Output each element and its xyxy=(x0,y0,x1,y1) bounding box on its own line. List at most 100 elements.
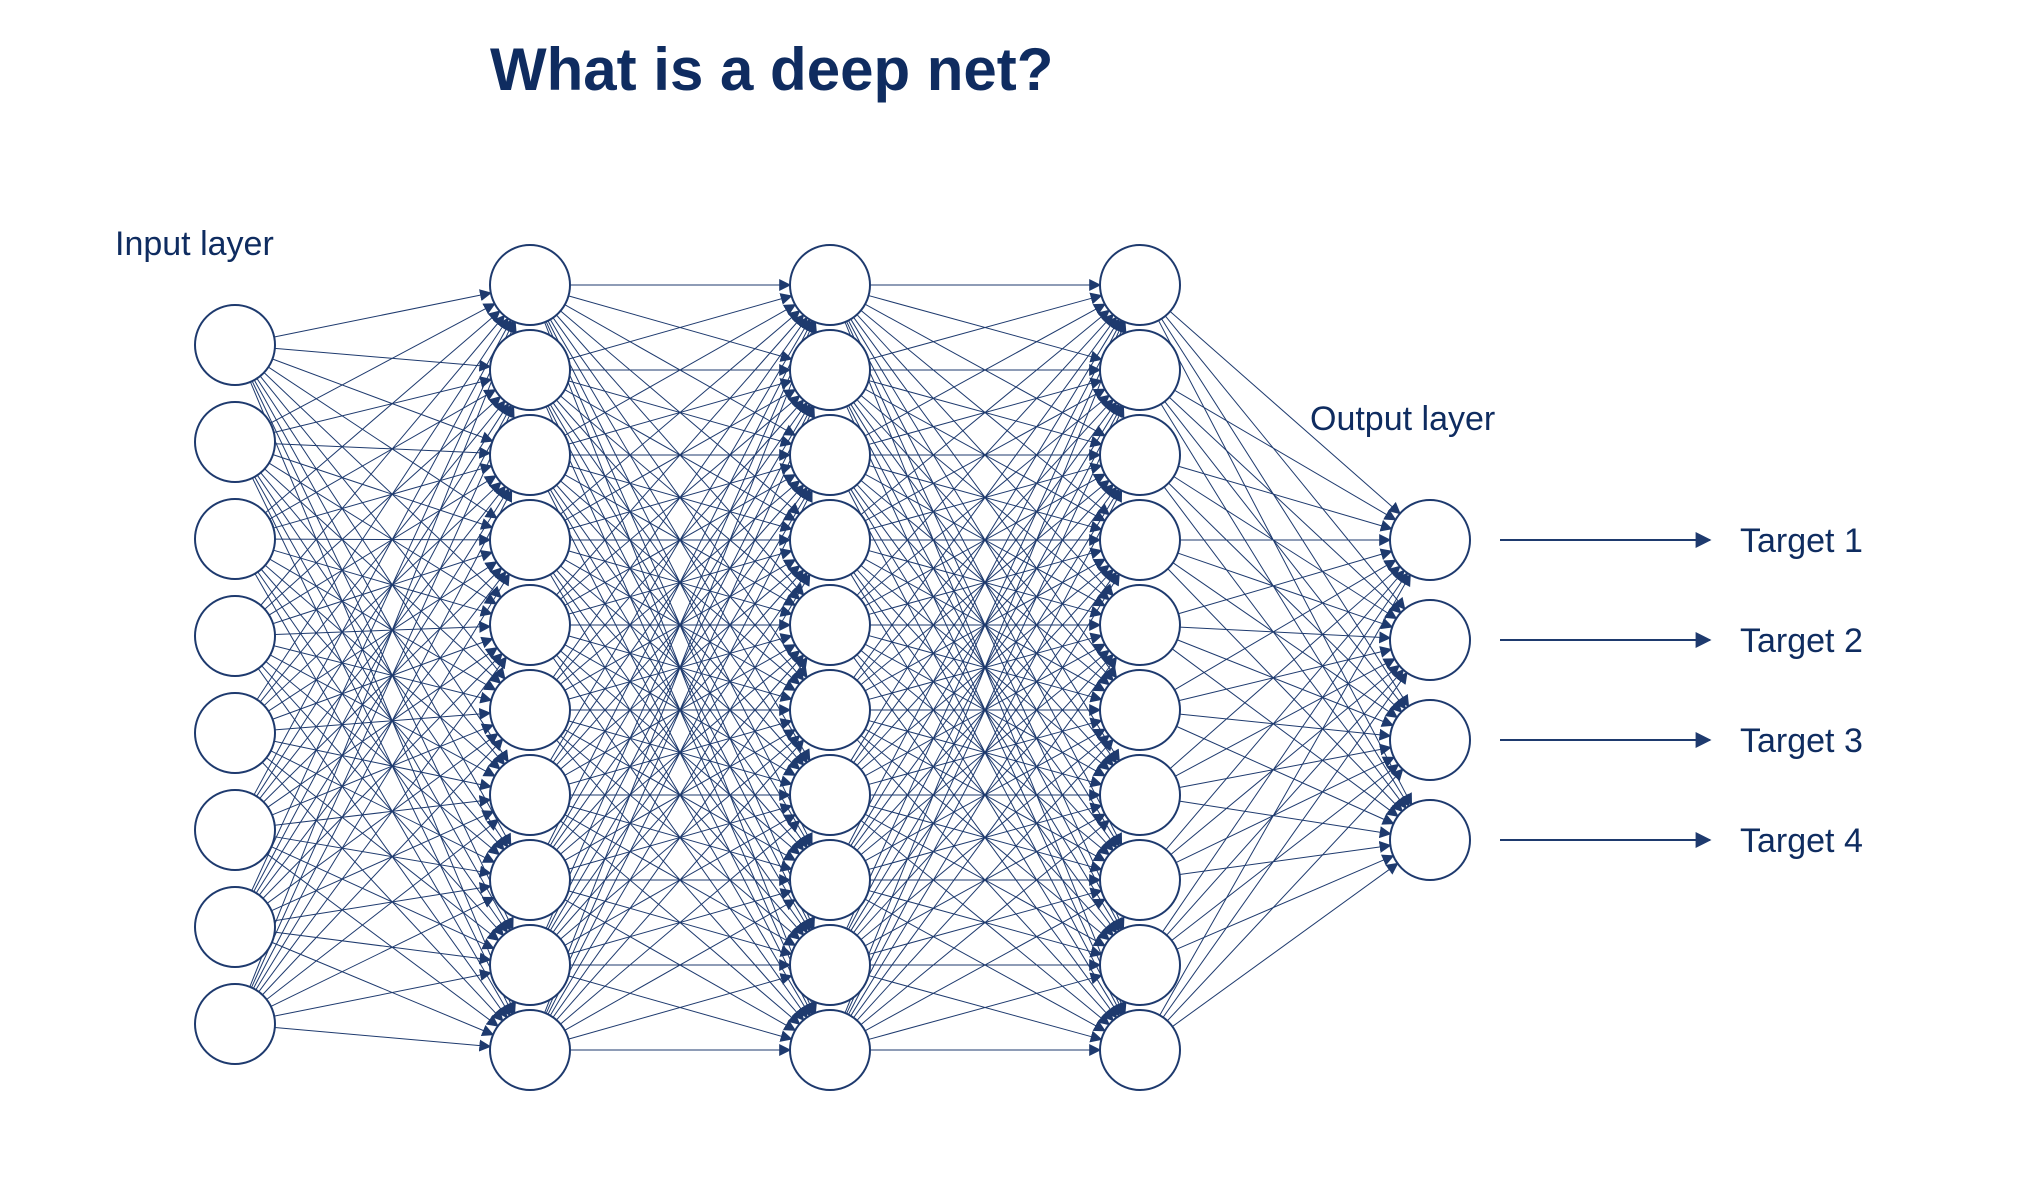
hidden3-node xyxy=(1100,1010,1180,1090)
input-node xyxy=(195,596,275,676)
input-node xyxy=(195,984,275,1064)
hidden2-node xyxy=(790,840,870,920)
edge xyxy=(1177,726,1394,823)
hidden2-node xyxy=(790,500,870,580)
input-node xyxy=(195,790,275,870)
edge xyxy=(267,734,498,904)
hidden3-node xyxy=(1100,330,1180,410)
edge xyxy=(1165,316,1404,609)
edge xyxy=(261,316,505,606)
edge xyxy=(274,379,491,432)
edge xyxy=(272,811,494,910)
target-label: Target 1 xyxy=(1740,522,1863,560)
edge xyxy=(1166,570,1404,849)
edge xyxy=(258,572,507,932)
edge xyxy=(1179,747,1390,787)
edge xyxy=(261,473,505,765)
edge xyxy=(252,321,514,890)
edge xyxy=(1172,863,1397,1026)
edge xyxy=(274,973,491,1016)
input-layer-label: Input layer xyxy=(115,225,274,263)
edge xyxy=(271,751,494,862)
input-node xyxy=(195,499,275,579)
edge xyxy=(268,367,496,518)
edge xyxy=(1165,401,1406,708)
edge xyxy=(275,626,490,634)
output-node xyxy=(1390,500,1470,580)
edge xyxy=(271,847,493,949)
nodes xyxy=(195,245,1470,1090)
edge xyxy=(255,574,510,1016)
edge xyxy=(1175,560,1396,690)
edge xyxy=(1160,575,1410,1015)
target-label: Target 2 xyxy=(1740,622,1863,660)
edge xyxy=(267,854,498,1026)
edge xyxy=(267,820,499,1000)
edge xyxy=(265,311,499,513)
hidden2-node xyxy=(790,585,870,665)
edge xyxy=(273,466,491,528)
hidden3-node xyxy=(1100,670,1180,750)
edge xyxy=(256,489,509,893)
hidden2-node xyxy=(790,755,870,835)
edge xyxy=(1163,573,1408,932)
edge xyxy=(275,539,490,540)
deep-net-diagram: What is a deep net? Input layer Output lay… xyxy=(0,0,2025,1189)
edge xyxy=(254,380,510,845)
hidden3-node xyxy=(1100,840,1180,920)
hidden1-node xyxy=(490,500,570,580)
hidden2-node xyxy=(790,415,870,495)
edge xyxy=(1178,466,1391,528)
hidden1-node xyxy=(490,245,570,325)
output-layer-label: Output layer xyxy=(1310,400,1495,438)
hidden1-node xyxy=(490,415,570,495)
edge xyxy=(1180,801,1391,834)
edge xyxy=(274,293,491,337)
hidden3-node xyxy=(1100,245,1180,325)
edge xyxy=(1176,757,1394,862)
output-node xyxy=(1390,800,1470,880)
output-node xyxy=(1390,600,1470,680)
hidden1-node xyxy=(490,670,570,750)
hidden2-node xyxy=(790,245,870,325)
edge xyxy=(1172,765,1399,941)
input-node xyxy=(195,693,275,773)
hidden3-node xyxy=(1100,925,1180,1005)
hidden1-node xyxy=(490,840,570,920)
hidden1-node xyxy=(490,925,570,1005)
edge xyxy=(275,1028,490,1047)
edge xyxy=(273,639,493,719)
hidden1-node xyxy=(490,330,570,410)
edge xyxy=(1177,640,1393,726)
edge xyxy=(259,657,506,992)
edge xyxy=(275,932,491,960)
hidden1-node xyxy=(490,585,570,665)
edge xyxy=(275,444,490,453)
edge xyxy=(1169,483,1402,712)
edge xyxy=(258,669,507,1018)
edge xyxy=(250,322,515,987)
page-title: What is a deep net? xyxy=(490,36,1053,103)
hidden1-node xyxy=(490,1010,570,1090)
edge xyxy=(1177,856,1394,949)
edge xyxy=(273,550,491,614)
edge xyxy=(1163,673,1407,1018)
edge xyxy=(1161,404,1409,806)
hidden2-node xyxy=(790,670,870,750)
input-node xyxy=(195,402,275,482)
hidden2-node xyxy=(790,925,870,1005)
hidden3-node xyxy=(1100,500,1180,580)
edge xyxy=(1179,649,1391,700)
edge xyxy=(265,397,501,609)
hidden1-node xyxy=(490,755,570,835)
hidden2-node xyxy=(790,330,870,410)
input-node xyxy=(195,305,275,385)
edge xyxy=(273,455,492,528)
output-node xyxy=(1390,700,1470,780)
edge xyxy=(272,359,492,441)
target-label: Target 3 xyxy=(1740,722,1863,760)
hidden3-node xyxy=(1100,585,1180,665)
target-label: Target 4 xyxy=(1740,822,1863,860)
edge xyxy=(1178,553,1392,627)
edge xyxy=(259,572,506,895)
